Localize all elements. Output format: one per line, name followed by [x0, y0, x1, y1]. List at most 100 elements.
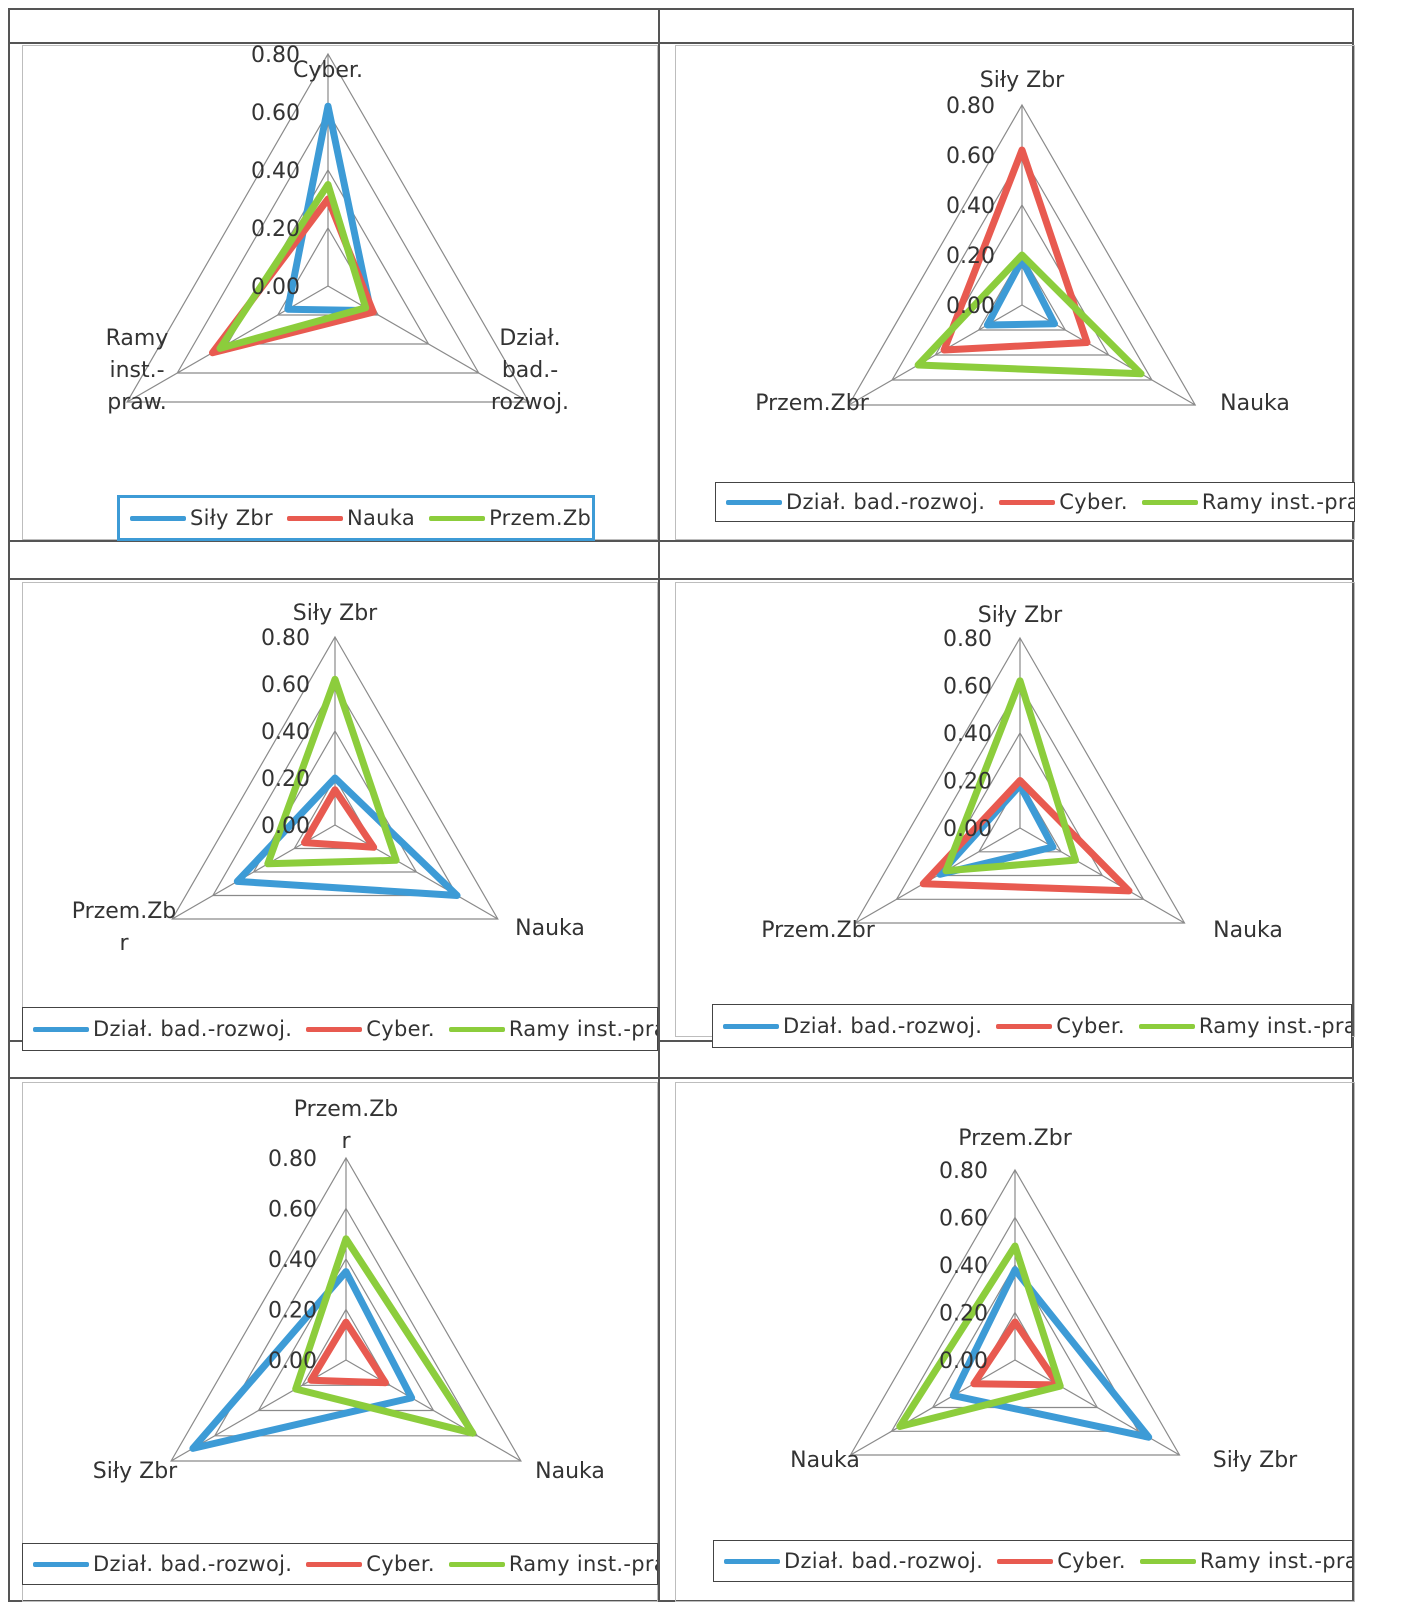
tick-label: 0.20 — [939, 1302, 988, 1327]
legend-entry: Przem.Zbr — [429, 506, 592, 530]
grid-ring — [171, 635, 499, 920]
tick-label: 0.60 — [939, 1207, 988, 1232]
series-line-1 — [936, 781, 1057, 878]
axis-label: Dział. — [499, 326, 560, 351]
series-line-3 — [942, 677, 1079, 875]
page-grid-line — [8, 1077, 1353, 1079]
tick-label: 0.60 — [946, 144, 995, 169]
axis-label: r — [341, 1129, 351, 1154]
axis-label: rozwoj. — [491, 390, 569, 415]
grid-ring — [211, 682, 459, 897]
series-line-2 — [970, 1318, 1062, 1389]
legend-swatch — [996, 1023, 1053, 1029]
series-line-2 — [919, 777, 1133, 895]
legend-entry: Ramy inst.-praw — [1141, 490, 1354, 514]
radar-chart-3: 0.80 0.60 0.40 0.20 0.00 Siły Zbr Nauka Przem.Z… — [72, 601, 585, 956]
grid-ring — [849, 1168, 1181, 1456]
tick-label: 0.80 — [943, 627, 992, 652]
tick-label: 0.60 — [261, 673, 310, 698]
axis-spoke — [1014, 1359, 1180, 1456]
legend-entry: Cyber. — [996, 1014, 1125, 1038]
tick-label: 0.20 — [268, 1299, 317, 1324]
series-line-2 — [940, 146, 1091, 354]
page-grid-line — [658, 8, 660, 1602]
legend-swatch — [999, 499, 1056, 505]
grid-ring — [213, 1207, 479, 1437]
series-line-1 — [284, 102, 375, 315]
chart-legend-2: Dział. bad.-rozwoj. Cyber. Ramy inst.-praw — [715, 482, 1355, 522]
grid-ring — [847, 103, 1197, 406]
legend-swatch — [1138, 1023, 1195, 1029]
chart-legend-5: Dział. bad.-rozwoj. Cyber. Ramy inst.-praw — [22, 1543, 658, 1585]
axis-label: r — [119, 931, 129, 956]
series-line-2 — [307, 1318, 389, 1387]
axis-label: Siły Zbr — [93, 1459, 178, 1484]
tick-label: 0.00 — [261, 814, 310, 839]
chart-legend-4: Dział. bad.-rozwoj. Cyber. Ramy inst.-praw… — [712, 1004, 1352, 1048]
legend-entry: Dział. bad.-rozwoj. — [33, 1017, 292, 1041]
legend-entry: Ramy inst.-praw. — [1139, 1549, 1352, 1573]
legend-label: Dział. bad.-rozwoj. — [783, 1014, 983, 1038]
axis-label: Siły Zbr — [293, 601, 378, 626]
tick-label: 0.00 — [946, 294, 995, 319]
radar-chart-4: 0.80 0.60 0.40 0.20 0.00 Siły Zbr Nauka Przem.Z… — [761, 603, 1283, 943]
chart-frame-6 — [675, 1082, 1355, 1602]
axis-label: Nauka — [1213, 918, 1283, 943]
series-line-3 — [264, 675, 400, 868]
page-grid-line — [8, 540, 1353, 542]
chart-frame-2 — [675, 45, 1355, 540]
legend-entry: Dział. bad.-rozwoj. — [726, 490, 985, 514]
legend-label: Dział. bad.-rozwoj. — [93, 1552, 293, 1576]
legend-swatch — [306, 1026, 363, 1032]
legend-entry: Dział. bad.-rozwoj. — [724, 1549, 983, 1573]
legend-swatch — [33, 1026, 89, 1032]
legend-swatch — [33, 1561, 89, 1567]
legend-label: Ramy inst.-praw. — [508, 1017, 657, 1041]
legend-swatch — [1139, 1558, 1196, 1564]
tick-label: 0.60 — [251, 101, 300, 126]
axis-label: praw. — [107, 390, 166, 415]
legend-entry: Ramy inst.-praw — [448, 1552, 657, 1576]
chart-legend-1: Siły Zbr Nauka Przem.Zbr — [117, 495, 595, 541]
tick-label: 0.20 — [261, 767, 310, 792]
tick-label: 0.80 — [261, 626, 310, 651]
tick-label: 0.40 — [251, 159, 300, 184]
axis-label: Przem.Zb — [72, 899, 176, 924]
legend-entry: Dział. bad.-rozwoj. — [33, 1552, 292, 1576]
legend-swatch — [997, 1558, 1054, 1564]
legend-swatch — [306, 1561, 363, 1567]
axis-label: Przem.Zbr — [755, 391, 869, 416]
page-grid-line — [1352, 8, 1354, 1602]
grid-ring — [977, 253, 1067, 331]
legend-swatch — [287, 515, 343, 521]
grid-ring — [854, 636, 1186, 924]
legend-label: Nauka — [347, 506, 416, 530]
legend-entry: Ramy inst.-praw. — [448, 1017, 657, 1041]
tick-label: 0.80 — [939, 1159, 988, 1184]
series-line-3 — [292, 1235, 477, 1437]
legend-label: Siły Zbr — [190, 506, 273, 530]
legend-label: Ramy inst.-praw — [508, 1552, 657, 1576]
legend-swatch — [726, 499, 782, 505]
legend-entry: Cyber. — [306, 1017, 435, 1041]
tick-label: 0.40 — [946, 194, 995, 219]
grid-ring — [301, 1308, 391, 1386]
tick-label: 0.40 — [939, 1254, 988, 1279]
tick-label: 0.80 — [268, 1147, 317, 1172]
legend-swatch — [724, 1558, 780, 1564]
series-line-2 — [301, 786, 378, 851]
tick-label: 0.00 — [943, 817, 992, 842]
axis-spoke — [850, 1359, 1016, 1456]
axis-label: Przem.Zbr — [761, 918, 875, 943]
legend-swatch — [448, 1026, 505, 1032]
tick-label: 0.80 — [251, 43, 300, 68]
legend-label: Ramy inst.-praw — [1201, 490, 1354, 514]
axis-label: Ramy — [106, 326, 169, 351]
grid-ring — [176, 110, 480, 374]
legend-entry: Cyber. — [999, 490, 1128, 514]
tick-label: 0.40 — [943, 722, 992, 747]
axis-label: Siły Zbr — [980, 68, 1065, 93]
tick-label: 0.60 — [943, 675, 992, 700]
grid-ring — [170, 1156, 522, 1462]
